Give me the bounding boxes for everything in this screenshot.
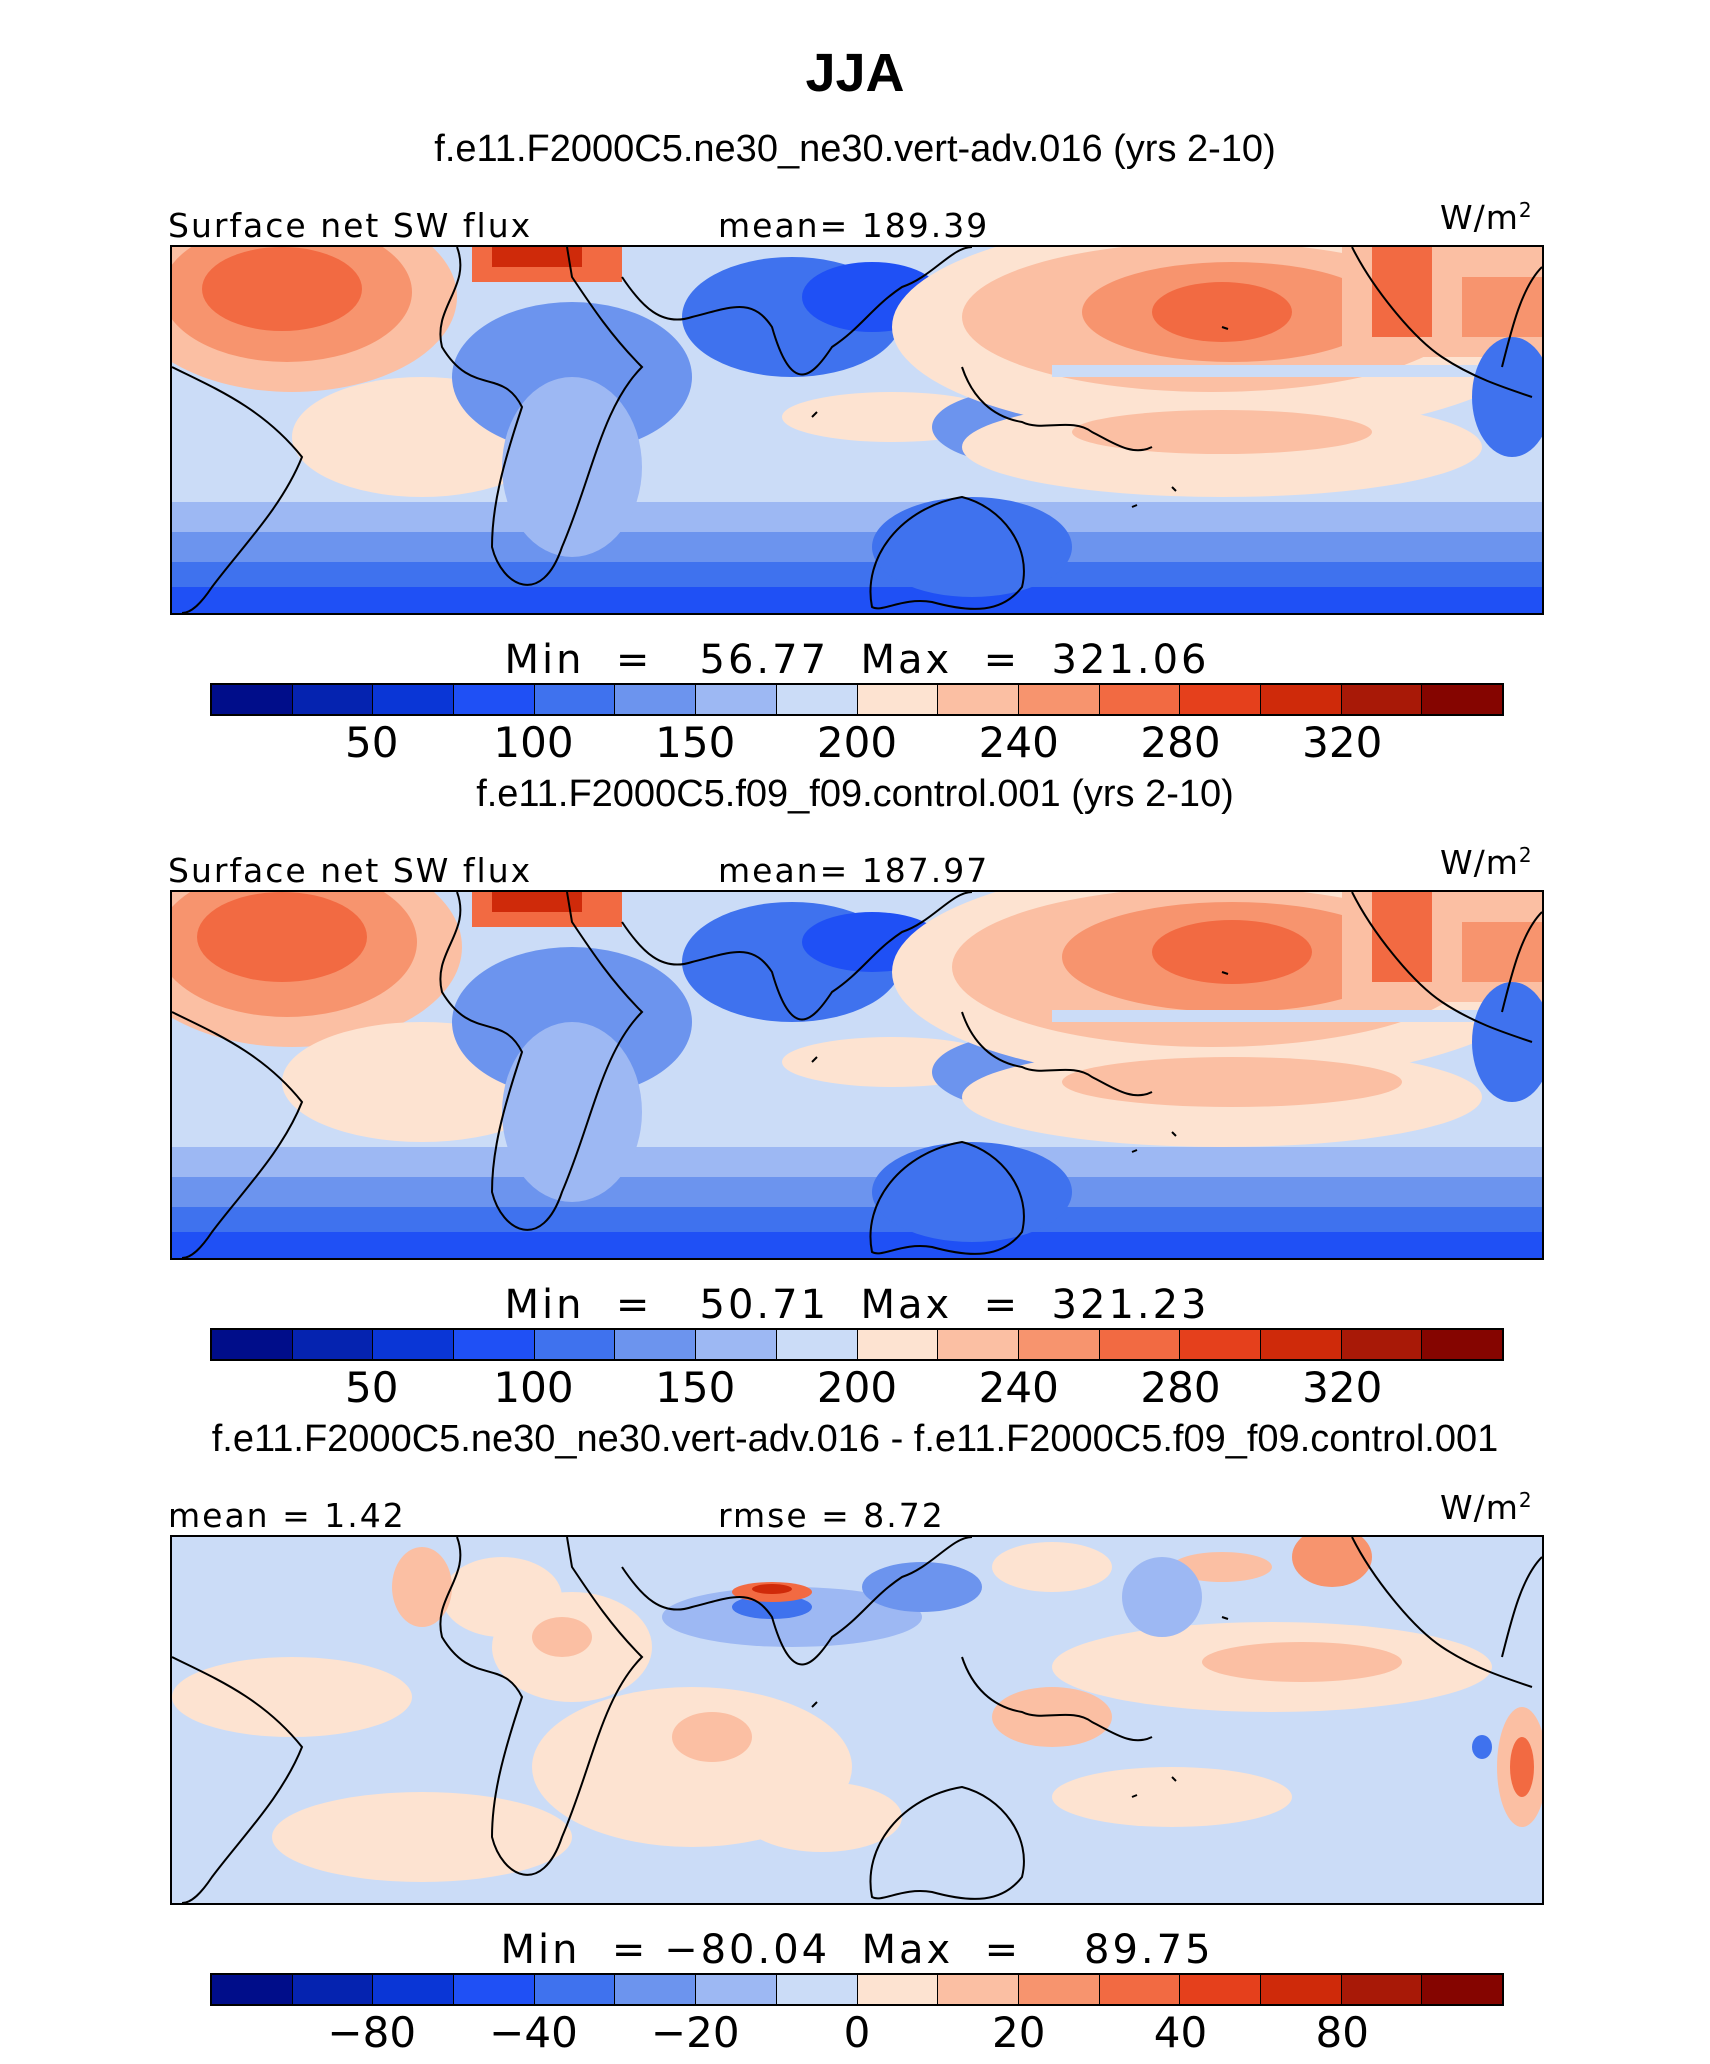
colorbar-bottom-box [454,1975,535,2004]
colorbar-tick-label: 200 [816,718,898,767]
colorbar-top-box [776,685,858,714]
colorbar-tick-label: 40 [1153,2008,1208,2057]
variable-label-middle: Surface net SW flux [168,851,533,890]
minmax-label-top: Min = 56.77 Max = 321.06 [504,637,1210,683]
colorbar-top-box [534,685,616,714]
colorbar-tick-label: 280 [1140,718,1221,767]
colorbar-top-box [1260,685,1342,714]
mean-label-middle: mean= 187.97 [718,851,990,890]
figure-title: JJA [805,43,905,103]
map-field-middle [172,892,1542,1258]
colorbar-tick-label: 240 [978,718,1059,767]
colorbar-top-box [1018,685,1100,714]
colorbar-bottom-labels: −80 −40 −20 0 20 40 80 [210,2008,1504,2058]
colorbar-bottom-box [1018,1975,1100,2004]
colorbar-bottom-box [696,1975,777,2004]
colorbar-middle-box [696,1330,777,1359]
colorbar-top-box [615,685,697,714]
colorbar-middle-box [1099,1330,1181,1359]
colorbar-middle-box [292,1330,374,1359]
colorbar-top-labels: 50 100 150 200 240 280 320 [210,718,1504,768]
colorbar-middle-box [212,1330,293,1359]
colorbar-tick-label: 150 [655,1363,736,1412]
colorbar-tick-label: −40 [489,2008,578,2057]
colorbar-tick-label: 50 [345,1363,399,1412]
colorbar-tick-label: 320 [1302,1363,1383,1412]
colorbar-bottom-box [857,1975,939,2004]
colorbar-bottom-box [373,1975,455,2004]
colorbar-tick-label: 100 [493,1363,574,1412]
map-panel-bottom [170,1535,1544,1905]
colorbar-bottom [210,1973,1504,2006]
colorbar-tick-label: −80 [327,2008,417,2057]
colorbar-middle-box [534,1330,616,1359]
panel-title-top: f.e11.F2000C5.ne30_ne30.vert-adv.016 (yr… [434,128,1276,170]
colorbar-middle-box [1180,1330,1261,1359]
units-label-top: W/m2 [1440,198,1533,237]
colorbar-middle-box [454,1330,535,1359]
colorbar-tick-label: 280 [1140,1363,1221,1412]
colorbar-tick-label: 100 [493,718,574,767]
colorbar-top-box [454,685,535,714]
colorbar-bottom-box [615,1975,697,2004]
colorbar-middle-box [615,1330,697,1359]
minmax-label-middle: Min = 50.71 Max = 321.23 [504,1282,1210,1328]
map-field-bottom [172,1537,1542,1903]
colorbar-tick-label: −20 [650,2008,740,2057]
colorbar-top-box [292,685,374,714]
colorbar-tick-label: 200 [816,1363,898,1412]
map-panel-top [170,245,1544,615]
rmse-label-bottom: rmse = 8.72 [718,1496,945,1535]
colorbar-top-box [1099,685,1181,714]
colorbar-bottom-box [938,1975,1019,2004]
units-label-bottom: W/m2 [1440,1488,1533,1527]
colorbar-top-box [938,685,1019,714]
colorbar-bottom-box [1260,1975,1342,2004]
colorbar-tick-label: 80 [1315,2008,1369,2057]
colorbar-middle-box [938,1330,1019,1359]
colorbar-top-box [696,685,777,714]
colorbar-bottom-box [292,1975,374,2004]
colorbar-bottom-box [1341,1975,1423,2004]
colorbar-middle-box [1260,1330,1342,1359]
colorbar-middle-box [373,1330,455,1359]
colorbar-bottom-box [776,1975,858,2004]
colorbar-bottom-box [534,1975,616,2004]
variable-label-top: Surface net SW flux [168,206,533,245]
colorbar-middle-labels: 50 100 150 200 240 280 320 [210,1363,1504,1413]
colorbar-middle [210,1328,1504,1361]
colorbar-tick-label: 20 [992,2008,1046,2057]
panel-title-bottom: f.e11.F2000C5.ne30_ne30.vert-adv.016 - f… [211,1418,1499,1460]
colorbar-tick-label: 150 [655,718,736,767]
mean-label-top: mean= 189.39 [718,206,990,245]
mean-label-bottom: mean = 1.42 [168,1496,406,1535]
colorbar-top-box [1341,685,1423,714]
colorbar-middle-box [1422,1330,1502,1359]
colorbar-top [210,683,1504,716]
colorbar-top-box [373,685,455,714]
colorbar-bottom-box [212,1975,293,2004]
map-field-top [172,247,1542,613]
colorbar-middle-box [1018,1330,1100,1359]
colorbar-tick-label: 240 [978,1363,1059,1412]
colorbar-top-box [857,685,939,714]
colorbar-bottom-box [1099,1975,1181,2004]
colorbar-middle-box [1341,1330,1423,1359]
units-label-middle: W/m2 [1440,843,1533,882]
colorbar-top-box [1180,685,1261,714]
colorbar-tick-label: 50 [345,718,399,767]
colorbar-tick-label: 320 [1302,718,1383,767]
colorbar-tick-label: 0 [843,2008,871,2057]
colorbar-bottom-box [1180,1975,1261,2004]
panel-title-middle: f.e11.F2000C5.f09_f09.control.001 (yrs 2… [476,773,1234,815]
minmax-label-bottom: Min = −80.04 Max = 89.75 [500,1927,1214,1973]
colorbar-middle-box [776,1330,858,1359]
colorbar-bottom-box [1422,1975,1502,2004]
colorbar-top-box [1422,685,1502,714]
map-panel-middle [170,890,1544,1260]
colorbar-top-box [212,685,293,714]
colorbar-middle-box [857,1330,939,1359]
